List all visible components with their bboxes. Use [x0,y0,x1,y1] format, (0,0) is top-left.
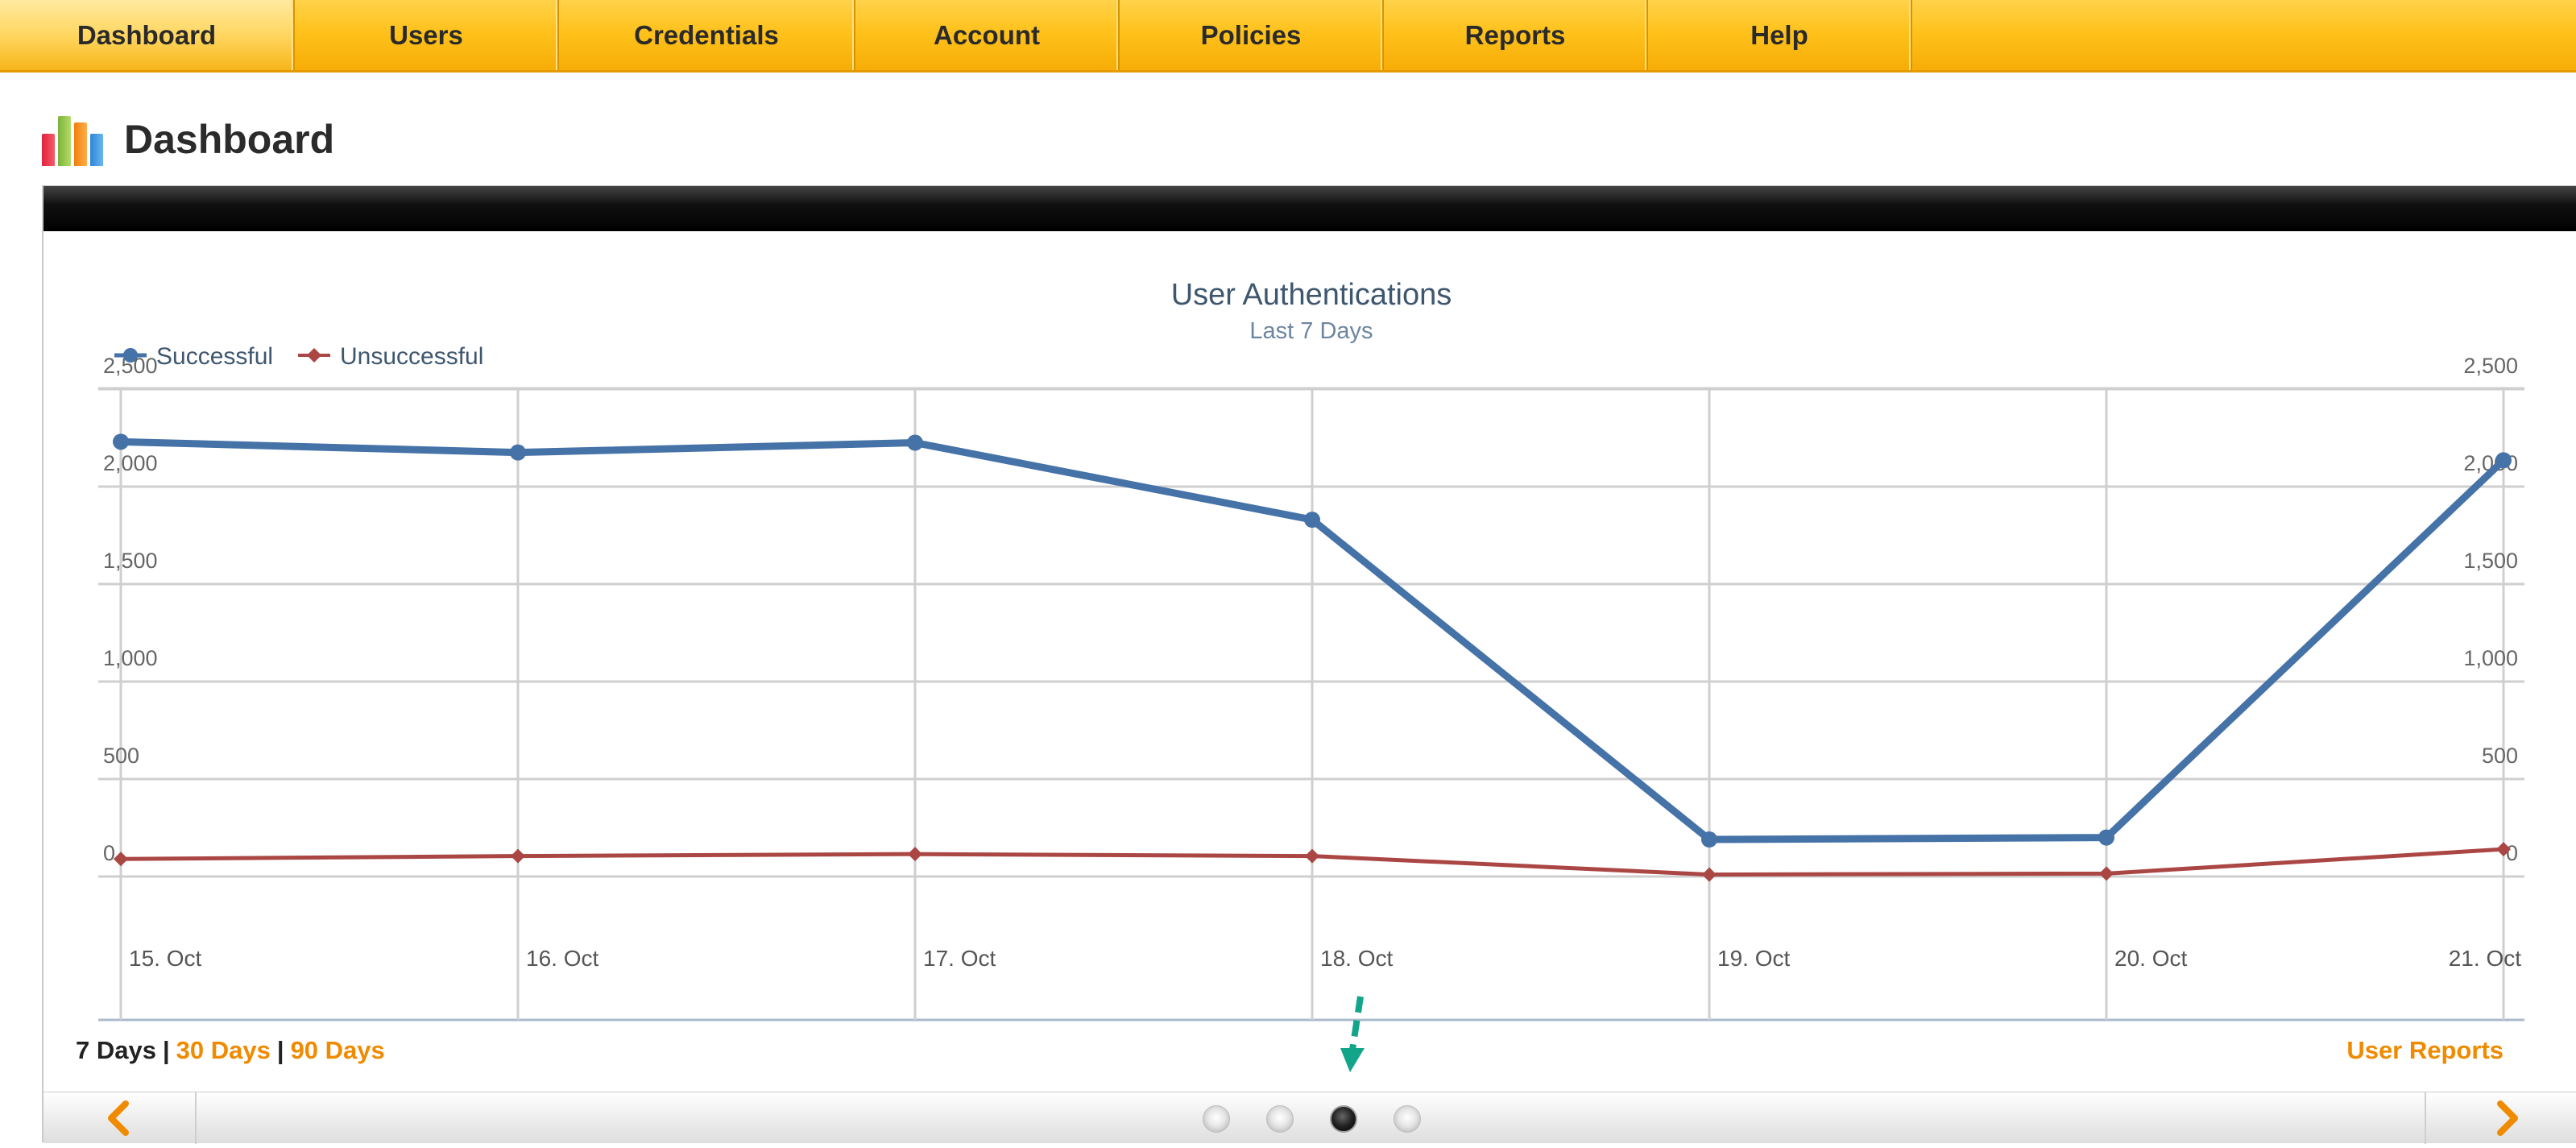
data-point-successful [113,433,129,450]
tab-help[interactable]: Help [1648,0,1912,70]
pager-dot-1[interactable] [1203,1105,1230,1133]
legend-circle-marker-icon [123,348,138,363]
x-tick-label: 15. Oct [129,946,201,971]
data-point-successful [907,434,923,451]
data-point-successful [1304,512,1320,528]
chart-subtitle: Last 7 Days [1249,318,1373,344]
chart-legend: Successful Unsuccessful [114,343,483,370]
x-tick-label: 19. Oct [1717,946,1790,971]
tab-dashboard[interactable]: Dashboard [0,0,295,70]
data-point-unsuccessful [2099,866,2114,881]
tab-policies[interactable]: Policies [1120,0,1384,70]
range-90-days[interactable]: 90 Days [290,1036,385,1064]
legend-label-unsuccessful: Unsuccessful [340,343,483,370]
y-tick-label-left: 1,000 [103,646,158,670]
bar-chart-icon [40,113,105,166]
data-point-unsuccessful [1305,848,1319,864]
data-point-unsuccessful [2496,842,2511,857]
data-point-successful [2495,452,2512,469]
data-point-unsuccessful [908,847,922,862]
previous-button[interactable] [43,1092,197,1144]
x-tick-label: 17. Oct [923,946,996,971]
y-tick-label-left: 0 [103,841,115,865]
tab-reports[interactable]: Reports [1384,0,1648,70]
chevron-left-icon [108,1100,129,1136]
pager-dot-3[interactable] [1330,1105,1357,1133]
pager-dot-4[interactable] [1394,1105,1421,1133]
range-links: 7 Days | 30 Days | 90 Days [76,1036,385,1064]
y-tick-label-left: 1,500 [103,549,158,573]
y-tick-label-right: 1,000 [2463,646,2518,670]
widget-header [43,186,2576,231]
chevron-right-icon [2497,1100,2518,1136]
page-title-row: Dashboard [40,111,334,168]
x-tick-label: 18. Oct [1320,946,1393,971]
x-tick-label: 21. Oct [2449,946,2521,971]
y-tick-label-right: 500 [2482,744,2518,768]
dashboard-widget: 0 0 500 500 1,000 1,000 1,500 1,500 2,000 2,000 2,… [42,185,2576,1144]
next-button[interactable] [2425,1092,2576,1144]
y-tick-label-right: 1,500 [2463,549,2518,573]
tab-account[interactable]: Account [855,0,1120,70]
page-title: Dashboard [124,117,335,162]
y-tick-label-left: 2,000 [103,451,158,475]
user-reports-link[interactable]: User Reports [2346,1036,2504,1064]
data-point-unsuccessful [511,848,525,864]
legend-diamond-marker-icon [307,348,321,363]
chart-title: User Authentications [1171,278,1452,312]
nav-filler [1912,0,2576,70]
top-navigation: Dashboard Users Credentials Account Poli… [0,0,2576,73]
carousel-pager [43,1092,2576,1144]
x-tick-label: 16. Oct [526,946,598,971]
range-7-days[interactable]: 7 Days [76,1036,156,1064]
legend-item-successful[interactable]: Successful [114,343,273,370]
data-point-successful [1701,831,1717,848]
data-point-successful [2098,829,2114,846]
y-tick-label-right: 2,500 [2463,354,2518,378]
data-point-unsuccessful [114,852,128,867]
range-30-days[interactable]: 30 Days [176,1036,271,1064]
data-point-successful [510,444,526,461]
tab-users[interactable]: Users [295,0,559,70]
y-tick-label-right: 0 [2506,841,2518,865]
tab-credentials[interactable]: Credentials [559,0,855,70]
dashed-arrow-down-icon [1340,996,1365,1072]
x-tick-label: 20. Oct [2114,946,2187,971]
y-tick-label-left: 500 [103,744,139,768]
data-point-unsuccessful [1702,867,1717,882]
legend-item-unsuccessful[interactable]: Unsuccessful [298,343,483,370]
pager-dot-2[interactable] [1266,1105,1294,1133]
legend-label-successful: Successful [156,343,273,370]
